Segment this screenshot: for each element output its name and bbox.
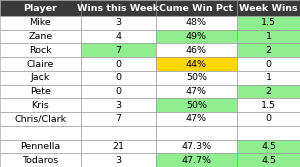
- Bar: [81, 85, 156, 98]
- Text: 46%: 46%: [186, 46, 207, 55]
- Bar: [0, 126, 81, 140]
- Bar: [237, 85, 300, 98]
- Bar: [156, 140, 237, 153]
- Text: 7: 7: [116, 46, 122, 55]
- Bar: [0, 16, 81, 30]
- Bar: [237, 16, 300, 30]
- Bar: [0, 71, 81, 85]
- Bar: [0, 98, 81, 112]
- Text: 50%: 50%: [186, 73, 207, 82]
- Text: Player: Player: [24, 4, 57, 13]
- Text: 44%: 44%: [186, 60, 207, 68]
- Text: 21: 21: [112, 142, 124, 151]
- Text: 4.5: 4.5: [261, 142, 276, 151]
- Bar: [81, 57, 156, 71]
- Text: 1.5: 1.5: [261, 18, 276, 27]
- Text: Mike: Mike: [30, 18, 51, 27]
- Bar: [0, 140, 81, 153]
- Bar: [237, 126, 300, 140]
- Bar: [237, 140, 300, 153]
- Bar: [237, 153, 300, 167]
- Bar: [0, 85, 81, 98]
- Bar: [156, 112, 237, 126]
- Text: Week Wins: Week Wins: [239, 4, 298, 13]
- Text: Rock: Rock: [29, 46, 52, 55]
- Bar: [81, 140, 156, 153]
- Bar: [0, 30, 81, 43]
- Text: 48%: 48%: [186, 18, 207, 27]
- Bar: [81, 71, 156, 85]
- Bar: [156, 71, 237, 85]
- Bar: [237, 57, 300, 71]
- Bar: [81, 126, 156, 140]
- Text: 3: 3: [116, 156, 122, 165]
- Bar: [156, 153, 237, 167]
- Text: 2: 2: [266, 46, 272, 55]
- Text: 2: 2: [266, 87, 272, 96]
- Text: Claire: Claire: [27, 60, 54, 68]
- Bar: [237, 30, 300, 43]
- Bar: [156, 0, 237, 16]
- Text: 47%: 47%: [186, 87, 207, 96]
- Text: Pete: Pete: [30, 87, 51, 96]
- Text: Wins this Week: Wins this Week: [77, 4, 160, 13]
- Bar: [156, 43, 237, 57]
- Text: 1.5: 1.5: [261, 101, 276, 110]
- Bar: [237, 71, 300, 85]
- Text: Chris/Clark: Chris/Clark: [14, 114, 67, 123]
- Text: 49%: 49%: [186, 32, 207, 41]
- Text: 1: 1: [266, 32, 272, 41]
- Text: 4: 4: [116, 32, 122, 41]
- Text: Todaros: Todaros: [22, 156, 58, 165]
- Text: 1: 1: [266, 73, 272, 82]
- Bar: [0, 57, 81, 71]
- Text: 7: 7: [116, 114, 122, 123]
- Bar: [156, 57, 237, 71]
- Text: Kris: Kris: [32, 101, 50, 110]
- Bar: [81, 0, 156, 16]
- Text: 0: 0: [266, 114, 272, 123]
- Text: 4.5: 4.5: [261, 156, 276, 165]
- Bar: [81, 43, 156, 57]
- Bar: [156, 85, 237, 98]
- Bar: [81, 16, 156, 30]
- Bar: [156, 30, 237, 43]
- Text: 47.3%: 47.3%: [182, 142, 212, 151]
- Bar: [0, 0, 81, 16]
- Text: 47.7%: 47.7%: [182, 156, 212, 165]
- Bar: [0, 43, 81, 57]
- Text: Pennella: Pennella: [20, 142, 61, 151]
- Bar: [156, 16, 237, 30]
- Bar: [81, 153, 156, 167]
- Text: Jack: Jack: [31, 73, 50, 82]
- Text: Cume Win Pct: Cume Win Pct: [159, 4, 234, 13]
- Text: 50%: 50%: [186, 101, 207, 110]
- Bar: [156, 126, 237, 140]
- Bar: [81, 98, 156, 112]
- Bar: [237, 0, 300, 16]
- Text: 47%: 47%: [186, 114, 207, 123]
- Bar: [156, 98, 237, 112]
- Bar: [237, 43, 300, 57]
- Bar: [0, 153, 81, 167]
- Bar: [81, 112, 156, 126]
- Bar: [81, 30, 156, 43]
- Bar: [0, 112, 81, 126]
- Text: 3: 3: [116, 101, 122, 110]
- Text: 0: 0: [116, 60, 122, 68]
- Bar: [237, 112, 300, 126]
- Text: 0: 0: [116, 73, 122, 82]
- Text: Zane: Zane: [28, 32, 52, 41]
- Text: 3: 3: [116, 18, 122, 27]
- Text: 0: 0: [116, 87, 122, 96]
- Text: 0: 0: [266, 60, 272, 68]
- Bar: [237, 98, 300, 112]
